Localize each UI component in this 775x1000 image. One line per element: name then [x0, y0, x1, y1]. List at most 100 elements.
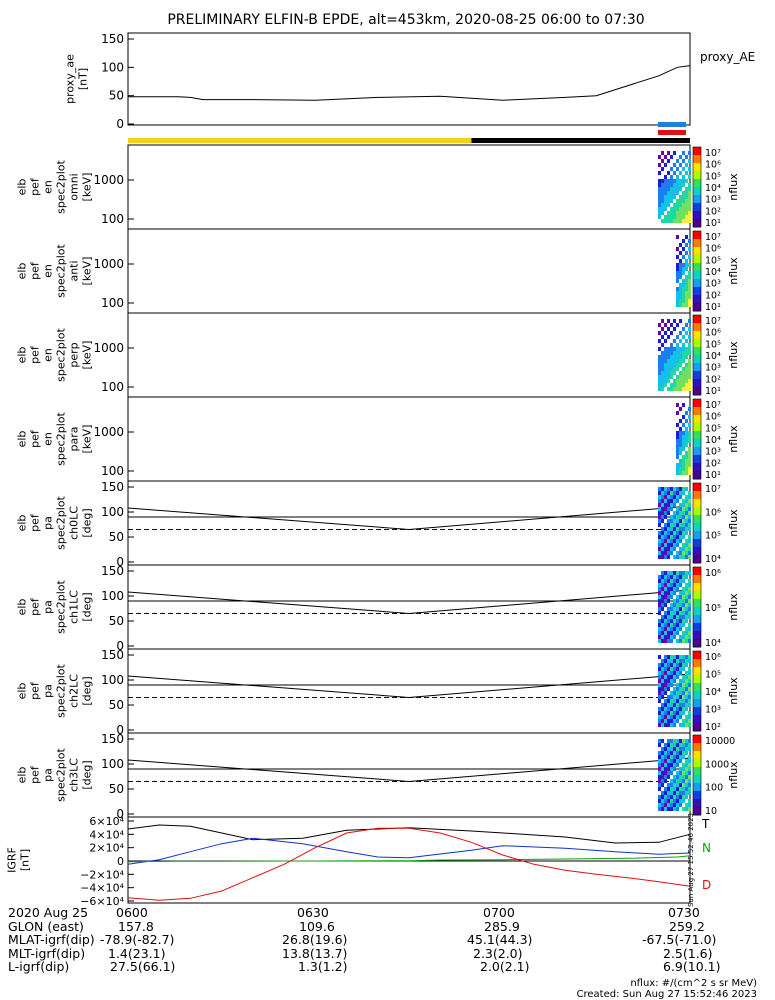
- spectrogram-pixel: [664, 523, 667, 527]
- spectrogram-pixel: [658, 799, 661, 803]
- spectrogram-pixel: [682, 367, 685, 371]
- spectrogram-pixel: [658, 699, 661, 703]
- spectrogram-pixel: [682, 199, 685, 203]
- spectrogram-pixel: [679, 663, 682, 667]
- spectrogram-pixel: [658, 187, 661, 191]
- spectrogram-pixel: [676, 515, 679, 519]
- spectrogram-pixel: [661, 607, 664, 611]
- spectrogram-pixel: [679, 195, 682, 199]
- spectrogram-pixel: [676, 295, 679, 299]
- spectrogram-pixel: [667, 583, 670, 587]
- spectrogram-pixel: [685, 803, 688, 807]
- colorbar-segment: [693, 171, 701, 180]
- spectrogram-pixel: [667, 667, 670, 671]
- spectrogram-pixel: [676, 167, 679, 171]
- spectrogram-pixel: [664, 179, 667, 183]
- y-tick-label: 0: [116, 723, 124, 737]
- igrf-sidebar-stamp: Sun Aug 27 15:52:46 2023: [687, 813, 695, 907]
- spectrogram-pixel: [670, 347, 673, 351]
- spectrogram-pixel: [688, 723, 691, 727]
- colorbar-segment: [693, 263, 701, 272]
- spectrogram-pixel: [679, 427, 682, 431]
- spectrogram-pixel: [658, 487, 661, 491]
- spectrogram-pixel: [667, 711, 670, 715]
- spectrogram-pixel: [682, 215, 685, 219]
- colorbar-segment: [693, 247, 701, 256]
- spectrogram-pixel: [667, 347, 670, 351]
- spectrogram-pixel: [673, 387, 676, 391]
- spectrogram-pixel: [685, 675, 688, 679]
- spectrogram-pixel: [673, 603, 676, 607]
- spectrogram-pixel: [676, 423, 679, 427]
- colorbar-segment: [693, 651, 701, 660]
- spectrogram-pixel: [688, 279, 691, 283]
- spectrogram-pixel: [685, 591, 688, 595]
- spectrogram-pixel: [685, 575, 688, 579]
- spectrogram-pixel: [688, 455, 691, 459]
- spectrogram-pixel: [682, 767, 685, 771]
- spectrogram-pixel: [673, 619, 676, 623]
- spectrogram-pixel: [688, 527, 691, 531]
- spectrogram-pixel: [682, 547, 685, 551]
- spectrogram-pixel: [664, 219, 667, 223]
- spectrogram-pixel: [661, 531, 664, 535]
- spectrogram-pixel: [679, 767, 682, 771]
- spectrogram-pixel: [676, 279, 679, 283]
- spectrogram-pixel: [676, 611, 679, 615]
- spectrogram-pixel: [673, 499, 676, 503]
- spectrogram-pixel: [664, 755, 667, 759]
- y-tick-label: 100: [101, 673, 124, 687]
- spectrogram-pixel: [667, 615, 670, 619]
- spectrogram-pixel: [658, 807, 661, 811]
- spectrogram-pixel: [664, 203, 667, 207]
- spectrogram-pixel: [688, 159, 691, 163]
- y-tick-label: 100: [101, 464, 124, 478]
- created-note: Created: Sun Aug 27 15:52:46 2023: [576, 989, 757, 1000]
- spectrogram-pixel: [667, 211, 670, 215]
- spectrogram-pixel: [673, 487, 676, 491]
- spectrogram-pixel: [679, 743, 682, 747]
- spec_anti-ylabel: elb: [16, 263, 29, 280]
- spectrogram-pixel: [667, 799, 670, 803]
- spectrogram-pixel: [679, 363, 682, 367]
- colorbar-segment: [693, 455, 701, 464]
- spectrogram-pixel: [682, 511, 685, 515]
- spectrogram-pixel: [679, 407, 682, 411]
- spectrogram-pixel: [682, 471, 685, 475]
- spectrogram-pixel: [658, 531, 661, 535]
- spectrogram-pixel: [664, 199, 667, 203]
- spectrogram-pixel: [658, 355, 661, 359]
- spectrogram-pixel: [685, 671, 688, 675]
- spectrogram-pixel: [688, 375, 691, 379]
- spectrogram-pixel: [679, 187, 682, 191]
- spectrogram-pixel: [688, 451, 691, 455]
- spectrogram-pixel: [670, 695, 673, 699]
- spec_perp-ylabel: pef: [29, 345, 42, 364]
- proxy-ae-legend: proxy_AE: [700, 50, 755, 64]
- spectrogram-pixel: [682, 207, 685, 211]
- spectrogram-pixel: [664, 747, 667, 751]
- spectrogram-pixel: [658, 195, 661, 199]
- proxy-ae-line: [128, 65, 691, 101]
- spectrogram-pixel: [670, 635, 673, 639]
- spectrogram-pixel: [679, 607, 682, 611]
- footer-label: MLAT-igrf(dip): [8, 932, 95, 947]
- spectrogram-pixel: [664, 535, 667, 539]
- spectrogram-pixel: [679, 379, 682, 383]
- spectrogram-pixel: [679, 515, 682, 519]
- pa_ch3-ylabel: pef: [29, 765, 42, 784]
- spectrogram-pixel: [688, 351, 691, 355]
- colorbar-segment: [693, 463, 701, 472]
- spectrogram-pixel: [661, 363, 664, 367]
- spectrogram-pixel: [664, 623, 667, 627]
- spectrogram-pixel: [667, 359, 670, 363]
- spectrogram-pixel: [673, 383, 676, 387]
- colorbar-segment: [693, 699, 701, 708]
- spectrogram-pixel: [664, 207, 667, 211]
- spectrogram-pixel: [670, 175, 673, 179]
- spectrogram-pixel: [688, 467, 691, 471]
- spectrogram-pixel: [673, 699, 676, 703]
- footer-time: 0630: [297, 905, 329, 920]
- spectrogram-pixel: [676, 303, 679, 307]
- spectrogram-pixel: [679, 615, 682, 619]
